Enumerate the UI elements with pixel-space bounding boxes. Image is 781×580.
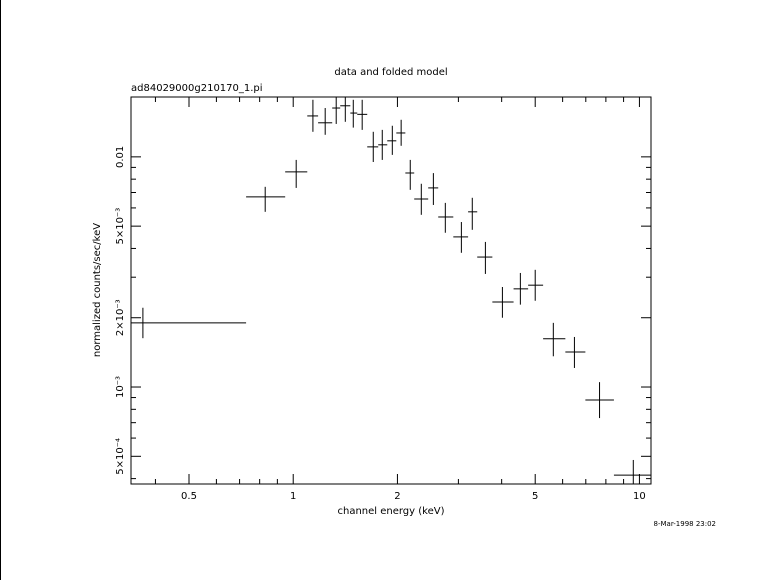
y-axis-label: normalized counts/sec/keV [92,223,103,357]
plot-frame [130,96,652,485]
chart-title: data and folded model [334,67,447,78]
x-tick-label: 0.5 [181,491,197,502]
x-axis-label: channel energy (keV) [337,506,444,517]
y-tick-label: 5×10⁻³ [115,208,126,245]
x-tick-label: 2 [394,491,400,502]
y-tick-label: 0.01 [115,146,126,168]
y-tick-label: 10⁻³ [115,376,126,398]
x-tick-label: 5 [532,491,538,502]
y-tick-label: 2×10⁻³ [115,299,126,336]
timestamp: 8-Mar-1998 23:02 [654,520,716,528]
x-tick-label: 1 [290,491,296,502]
y-tick-label: 5×10⁻⁴ [115,438,126,475]
chart-subtitle: ad84029000g210170_1.pi [131,83,263,94]
x-tick-label: 10 [633,491,646,502]
